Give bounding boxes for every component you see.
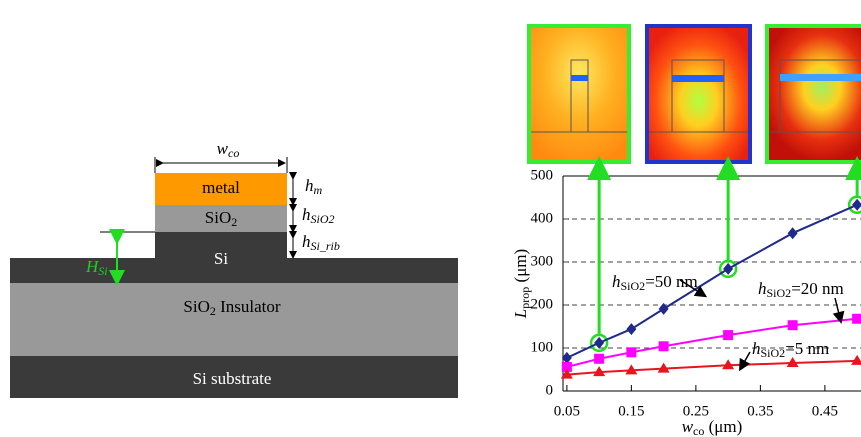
x-axis-label: wco (μm) [682,417,743,437]
label-rest: =20 nm [791,279,844,298]
x-tick-label: 0.45 [812,403,838,419]
label-rest: =50 nm [645,272,698,291]
label-sub: SiO2 [761,346,786,360]
inset [767,26,861,162]
point [852,199,861,211]
figure: metal SiO2 Si SiO2 Insulator Si substrat… [0,0,861,437]
point [626,347,636,357]
point [594,337,604,349]
label-sub: co [693,424,704,437]
layer-label: Si [214,249,228,268]
inset-mode [672,75,724,82]
y-tick-label: 500 [531,167,554,183]
layer-label: metal [202,178,240,197]
inset-mode [780,74,861,81]
y-tick-label: 300 [531,253,554,269]
point [852,314,861,324]
y-tick-label: 400 [531,210,554,226]
point [626,323,636,335]
y-tick-label: 200 [531,296,554,312]
label-main: h [758,279,767,298]
label-main: h [612,272,621,291]
point [851,355,861,365]
legend-label: hSiO2=20 nm [758,279,844,300]
y-tick-label: 0 [546,382,554,398]
label-rest: (μm) [511,249,530,287]
x-tick-label: 0.15 [618,403,644,419]
cross-section: metal SiO2 Si SiO2 Insulator Si substrat… [10,139,458,398]
field-insets [529,26,861,162]
series-line [567,361,857,375]
label-sub: SiO2 [621,279,646,293]
point [788,227,798,239]
inset-mode [571,75,588,81]
x-tick-label: 0.05 [554,403,580,419]
point [723,330,733,340]
insulator-layer [10,283,458,356]
y-tick-label: 100 [531,339,554,355]
layer-label: SiO2 Insulator [183,297,280,318]
label-sub: SiO2 [767,286,792,300]
dim-label: hm [305,176,323,197]
inset [647,26,750,162]
label-main: L [511,309,530,319]
label-rest: =5 nm [785,339,829,358]
layer-label: Si substrate [193,369,272,388]
dim-label: hSiO2 [302,205,335,226]
label-main: w [682,417,694,436]
legend-label: hSiO2=50 nm [612,272,698,293]
inset [529,26,629,162]
label-rest: (μm) [704,417,742,436]
dim-label: wco [217,139,240,160]
legend-arrow [835,298,840,318]
point [788,320,798,330]
si-slab [10,258,458,283]
point [659,341,669,351]
x-tick-label: 0.35 [747,403,773,419]
label-sub: prop [518,287,532,309]
y-axis-label: Lprop (μm) [511,249,532,319]
point [659,303,669,315]
point [723,263,733,275]
label-main: h [752,339,761,358]
dim-label: hSi_rib [302,232,340,253]
point [594,354,604,364]
legend-label: hSiO2=5 nm [752,339,829,360]
